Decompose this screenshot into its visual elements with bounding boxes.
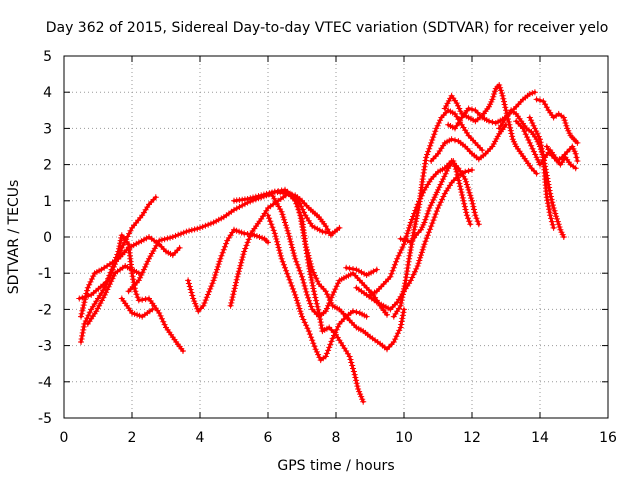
series-markers xyxy=(185,226,271,315)
x-tick-label: 4 xyxy=(196,430,205,446)
series-markers xyxy=(428,121,509,164)
y-tick-label: -3 xyxy=(38,339,52,355)
y-tick-label: -4 xyxy=(38,375,52,391)
series-markers xyxy=(543,143,581,164)
y-tick-label: 1 xyxy=(43,194,52,210)
y-tick-label: -1 xyxy=(38,266,52,282)
chart-title: Day 362 of 2015, Sidereal Day-to-day VTE… xyxy=(46,20,609,36)
y-tick-label: 3 xyxy=(43,121,52,137)
plot-series xyxy=(76,82,581,405)
series-markers xyxy=(78,234,183,320)
series-markers xyxy=(513,118,579,172)
y-tick-label: 4 xyxy=(43,85,52,101)
x-tick-label: 16 xyxy=(599,430,617,446)
x-tick-label: 8 xyxy=(332,430,341,446)
x-tick-label: 12 xyxy=(463,430,481,446)
y-tick-labels: -5 -4 -3 -2 -1 0 1 2 3 4 5 xyxy=(38,49,52,427)
series-markers xyxy=(118,295,156,320)
x-tick-label: 6 xyxy=(264,430,273,446)
series-markers xyxy=(526,114,557,231)
y-tick-label: -2 xyxy=(38,302,52,318)
series-markers xyxy=(533,96,581,146)
series-markers xyxy=(343,264,380,278)
series-markers xyxy=(265,212,370,364)
y-tick-label: -5 xyxy=(38,411,52,427)
x-tick-label: 14 xyxy=(531,430,549,446)
series-markers xyxy=(84,263,142,327)
y-tick-label: 2 xyxy=(43,158,52,174)
axis-ticks xyxy=(63,55,609,419)
x-axis-label: GPS time / hours xyxy=(277,458,394,474)
series-markers xyxy=(268,190,390,320)
y-tick-label: 5 xyxy=(43,49,52,65)
y-tick-label: 0 xyxy=(43,230,52,246)
x-tick-labels: 0 2 4 6 8 10 12 14 16 xyxy=(60,430,617,446)
x-tick-label: 10 xyxy=(395,430,413,446)
x-tick-label: 0 xyxy=(60,430,69,446)
x-tick-label: 2 xyxy=(128,430,137,446)
y-axis-label: SDTVAR / TECUs xyxy=(6,180,22,295)
series-markers xyxy=(390,107,486,320)
